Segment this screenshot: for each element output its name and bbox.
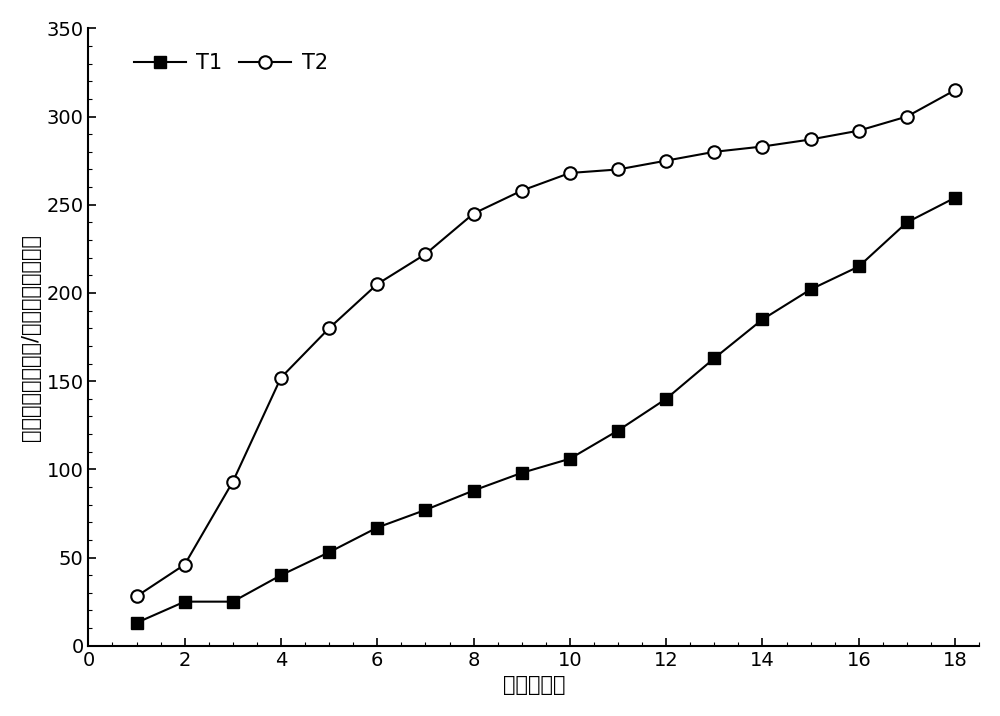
T2 xyxy=(131,592,143,601)
T1 xyxy=(901,218,913,227)
T2 xyxy=(468,209,480,218)
T2 xyxy=(419,250,431,258)
T1 xyxy=(179,597,191,606)
T1 xyxy=(131,619,143,627)
T1 xyxy=(323,548,335,556)
Line: T2: T2 xyxy=(130,84,961,603)
T2 xyxy=(949,86,961,95)
T1 xyxy=(708,354,720,362)
T2 xyxy=(612,165,624,174)
T1 xyxy=(275,571,287,579)
T1 xyxy=(468,486,480,495)
Legend: T1, T2: T1, T2 xyxy=(126,45,336,82)
T1 xyxy=(227,597,239,606)
T1 xyxy=(612,426,624,435)
T1 xyxy=(660,395,672,403)
T2 xyxy=(371,280,383,289)
T2 xyxy=(660,156,672,165)
Line: T1: T1 xyxy=(131,192,961,629)
T2 xyxy=(275,373,287,382)
T1 xyxy=(371,523,383,532)
T2 xyxy=(805,135,817,144)
T1 xyxy=(949,193,961,202)
T2 xyxy=(179,561,191,569)
T2 xyxy=(516,186,528,195)
T2 xyxy=(901,112,913,121)
T1 xyxy=(564,455,576,463)
T2 xyxy=(756,142,768,151)
T1 xyxy=(516,468,528,477)
T2 xyxy=(227,478,239,486)
T1 xyxy=(853,262,865,271)
T2 xyxy=(708,147,720,156)
T2 xyxy=(564,169,576,178)
T2 xyxy=(853,126,865,135)
T1 xyxy=(419,505,431,514)
T2 xyxy=(323,324,335,332)
X-axis label: 时间（天）: 时间（天） xyxy=(503,675,565,695)
T1 xyxy=(805,285,817,294)
Y-axis label: 累积甲烷产量（升/千克挥发性固体）: 累积甲烷产量（升/千克挥发性固体） xyxy=(21,233,41,440)
T1 xyxy=(756,315,768,324)
